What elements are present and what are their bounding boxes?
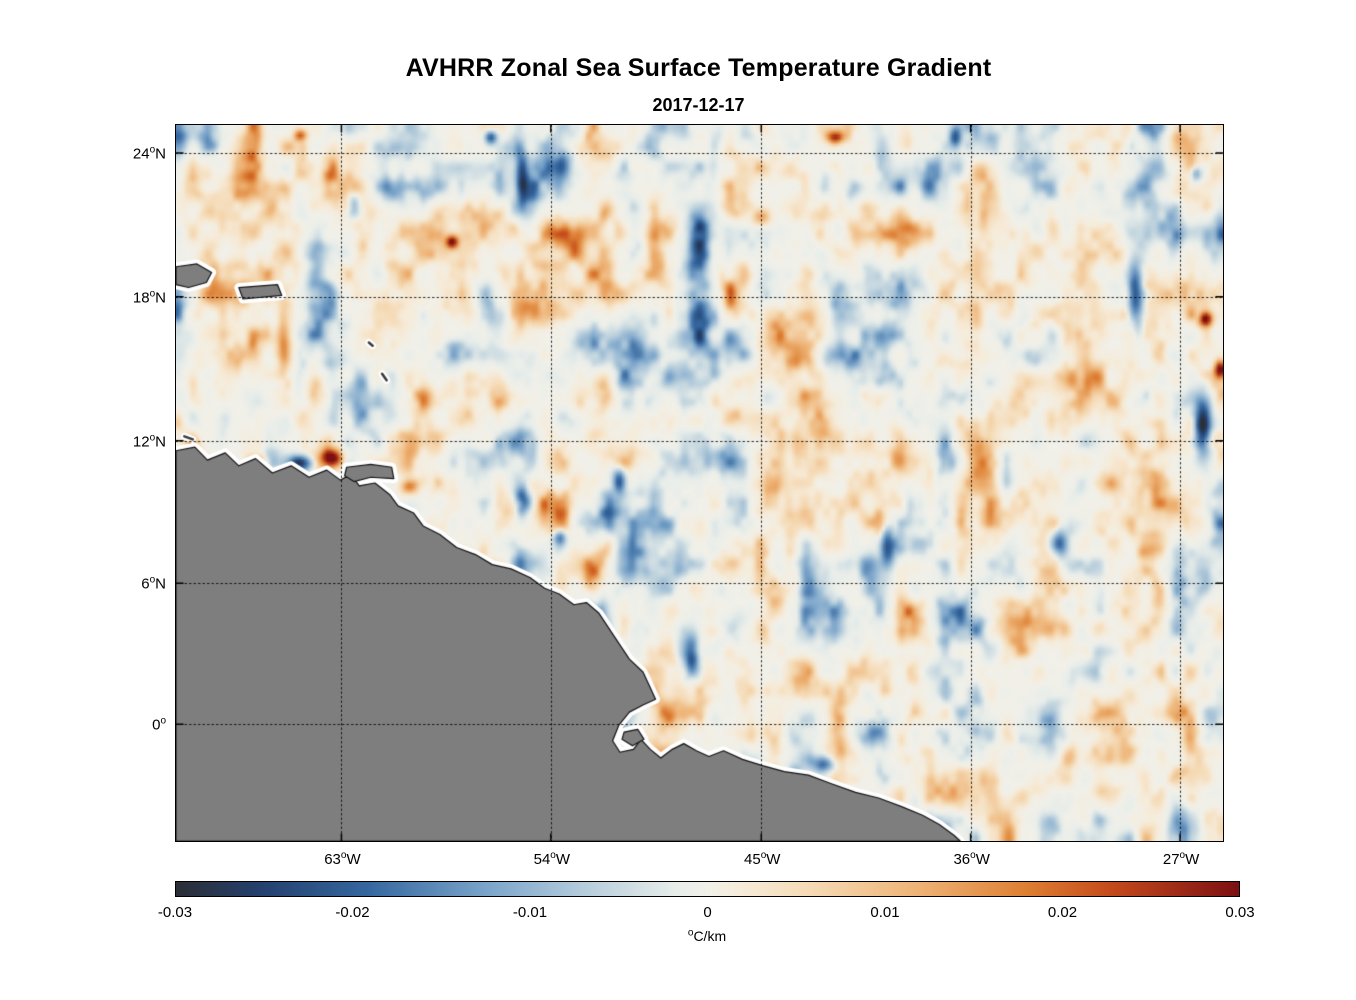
colorbar-unit-label: oC/km (688, 928, 726, 944)
degree-symbol: o (687, 927, 694, 939)
lat-tick-label: 6oN (141, 574, 166, 593)
colorbar-tick-label: -0.01 (512, 904, 548, 921)
colorbar-tick-label: 0.03 (1225, 904, 1255, 921)
colorbar-tick-label: -0.03 (157, 904, 193, 921)
map-plot-area (175, 124, 1224, 842)
lon-tick-label: 45oW (744, 850, 781, 869)
unit-text: C/km (693, 928, 727, 944)
sst-field-canvas (176, 125, 1223, 841)
lat-tick-label: 12oN (132, 432, 166, 451)
colorbar-tick-label: 0.02 (1047, 904, 1078, 921)
lat-tick-label: 18oN (132, 288, 166, 307)
chart-title: AVHRR Zonal Sea Surface Temperature Grad… (405, 54, 992, 82)
colorbar-tick-label: -0.02 (335, 904, 370, 921)
lon-tick-label: 54oW (533, 850, 571, 869)
lat-tick-label: 0o (152, 715, 166, 734)
lon-tick-label: 27oW (1162, 850, 1200, 869)
colorbar (175, 881, 1240, 897)
lon-tick-label: 36oW (953, 850, 990, 869)
colorbar-tick-label: 0.01 (870, 904, 900, 921)
chart-subtitle-date: 2017-12-17 (652, 95, 745, 115)
lat-tick-label: 24oN (132, 144, 166, 163)
lon-tick-label: 63oW (324, 850, 361, 869)
colorbar-tick-label: 0 (703, 904, 712, 921)
